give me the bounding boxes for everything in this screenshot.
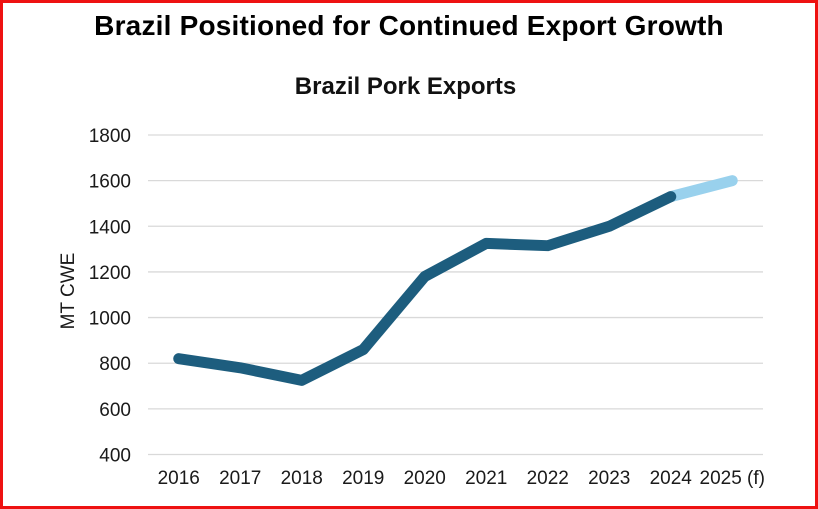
line-chart: 1800 1600 1400 1200 1000 800 600 400 2016 2017 201…	[89, 126, 765, 489]
x-tick-label: 2023	[588, 468, 630, 489]
x-tick-label: 2021	[465, 468, 507, 489]
y-tick-label: 1400	[89, 217, 131, 238]
series-actual	[173, 191, 677, 386]
page-title: Brazil Positioned for Continued Export G…	[94, 10, 724, 41]
y-tick-label: 1000	[89, 309, 131, 330]
x-tick-label: 2019	[342, 468, 384, 489]
x-tick-label: 2018	[281, 468, 323, 489]
y-tick-label: 1800	[89, 126, 131, 147]
x-tick-label: 2025 (f)	[700, 468, 765, 489]
x-tick-label: 2020	[404, 468, 446, 489]
x-tick-label: 2017	[219, 468, 261, 489]
x-tick-label: 2024	[650, 468, 693, 489]
y-tick-label: 400	[99, 446, 131, 467]
chart-title: Brazil Pork Exports	[294, 73, 517, 100]
y-tick-label: 1600	[89, 172, 131, 193]
y-tick-label: 600	[99, 400, 131, 421]
y-tick-label: 1200	[89, 263, 131, 284]
x-tick-label: 2022	[527, 468, 569, 489]
y-tick-label: 800	[99, 354, 131, 375]
series-forecast	[665, 175, 738, 203]
x-tick-label: 2016	[158, 468, 200, 489]
